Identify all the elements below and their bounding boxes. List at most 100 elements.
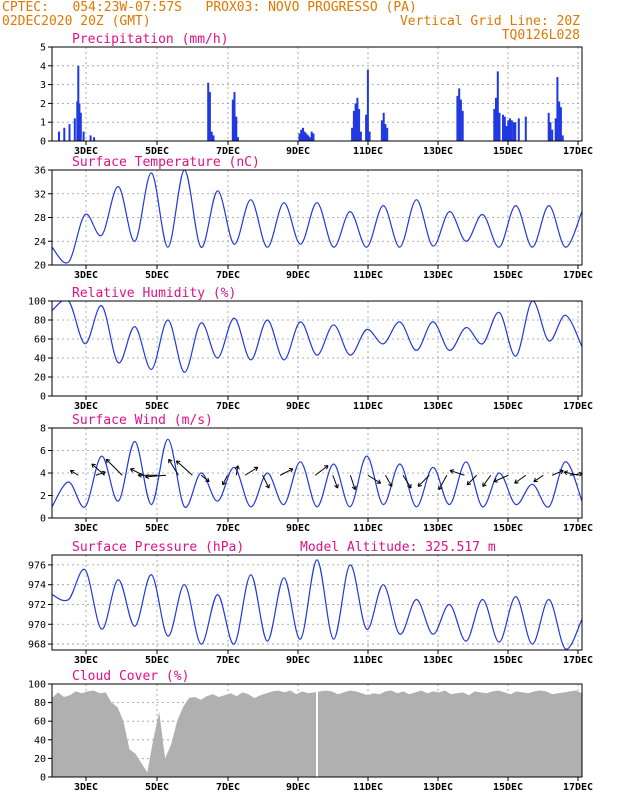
y-tick-label: 0	[40, 773, 46, 784]
wind-vector	[514, 474, 527, 484]
panel-subtitle: Model Altitude: 325.517 m	[300, 540, 496, 555]
precip-bar	[458, 88, 461, 141]
x-tick-label: 17DEC	[563, 655, 593, 666]
y-tick-label: 2	[40, 99, 46, 110]
wind-vector-head	[69, 469, 75, 475]
precip-bar	[77, 65, 80, 141]
x-tick-label: 13DEC	[423, 270, 453, 281]
precip-bar	[309, 137, 311, 141]
x-tick-label: 11DEC	[353, 270, 383, 281]
wind-vector-head	[449, 469, 455, 474]
wind-vector-head	[351, 485, 357, 491]
precip-bar	[459, 99, 462, 141]
x-tick-label: 3DEC	[74, 523, 98, 534]
precip-bar	[68, 124, 71, 141]
panel-4: 0 2 4 6 8 3DEC 5DEC 7DEC 9DEC 11DEC 13DEC 15DEC 17DE…	[40, 413, 593, 534]
panel-title: Surface Temperature (nC)	[72, 155, 260, 170]
wind-vector-head	[91, 463, 96, 469]
header-station: CPTEC: 054:23W-07:57S PROX03: NOVO PROGR…	[2, 0, 417, 15]
precip-bar	[93, 137, 96, 141]
wind-vector-head	[168, 458, 173, 464]
precip-bar	[502, 114, 504, 141]
wind-vector-head	[466, 480, 472, 486]
wind-vector-head	[175, 460, 181, 465]
panel-title: Surface Wind (m/s)	[72, 413, 213, 428]
y-tick-label: 970	[28, 620, 46, 631]
wind-vector	[91, 463, 105, 476]
wind-vector	[349, 475, 356, 490]
precip-bar	[507, 120, 510, 141]
x-tick-label: 3DEC	[74, 655, 98, 666]
y-tick-label: 972	[28, 600, 46, 611]
precip-bar	[207, 82, 210, 141]
wind-vector	[314, 465, 329, 476]
x-tick-label: 9DEC	[286, 782, 310, 793]
x-tick-label: 7DEC	[216, 655, 240, 666]
precip-bar	[73, 118, 76, 141]
panel-1: 0 1 2 3 4 5 3DEC 5DEC 7DEC 9DEC 11DEC 13DEC 15DEC 17D…	[40, 32, 593, 157]
y-tick-label: 100	[28, 297, 46, 308]
precip-bar	[498, 112, 501, 141]
wind-vector	[105, 458, 123, 476]
x-tick-label: 13DEC	[423, 401, 453, 412]
panel-title: Cloud Cover (%)	[72, 669, 189, 684]
wind-vector	[200, 474, 210, 483]
precip-bar	[368, 131, 371, 141]
y-tick-label: 976	[28, 560, 46, 571]
wind-vector	[367, 474, 381, 484]
series-line	[52, 301, 582, 373]
x-tick-label: 7DEC	[216, 270, 240, 281]
x-tick-label: 7DEC	[216, 146, 240, 157]
y-tick-label: 20	[34, 754, 46, 765]
y-tick-label: 80	[34, 316, 46, 327]
wind-vector	[402, 474, 412, 489]
precip-bar	[352, 110, 355, 141]
precip-bar	[79, 112, 82, 141]
precip-bar	[509, 118, 511, 141]
wind-vector	[279, 468, 294, 476]
y-tick-label: 3	[40, 80, 46, 91]
wind-vector-head	[130, 468, 135, 473]
precip-bar	[212, 135, 215, 141]
wind-vector-head	[533, 477, 538, 483]
precip-bar	[231, 99, 234, 141]
x-tick-label: 5DEC	[145, 782, 169, 793]
precip-bar	[558, 101, 561, 141]
precip-bar	[351, 127, 354, 141]
wind-vector-head	[324, 465, 329, 470]
precip-bar	[305, 133, 308, 141]
y-tick-label: 80	[34, 698, 46, 709]
precip-bar	[210, 131, 213, 141]
wind-vector-head	[334, 484, 339, 489]
x-tick-label: 15DEC	[493, 401, 523, 412]
precip-bar	[307, 135, 310, 141]
precip-bar	[510, 120, 513, 141]
precip-bar	[382, 112, 385, 141]
wind-vector	[417, 474, 430, 487]
precip-bar	[514, 122, 517, 141]
wind-vector	[70, 470, 79, 476]
x-tick-label: 13DEC	[423, 146, 453, 157]
precip-bar	[524, 116, 527, 141]
wind-vector	[235, 465, 239, 476]
wind-vector-head	[388, 482, 393, 487]
y-tick-label: 40	[34, 735, 46, 746]
y-tick-label: 4	[40, 469, 46, 480]
precip-bar	[386, 127, 389, 141]
y-tick-label: 0	[40, 392, 46, 403]
panel-frame	[51, 300, 583, 397]
precip-bar	[237, 137, 239, 141]
x-tick-label: 9DEC	[286, 146, 310, 157]
panel-title: Surface Pressure (hPa)	[72, 540, 244, 555]
wind-vector	[130, 468, 144, 476]
precip-bar	[300, 129, 303, 141]
wind-vector-head	[563, 470, 569, 476]
header-code: TQ0126L028	[501, 28, 580, 43]
precip-bar	[496, 71, 499, 141]
x-tick-label: 15DEC	[493, 782, 523, 793]
y-tick-label: 100	[28, 680, 46, 691]
wind-vector	[222, 475, 228, 486]
wind-vector-head	[253, 466, 259, 472]
wind-vector-head	[288, 468, 294, 473]
x-tick-label: 13DEC	[423, 782, 453, 793]
